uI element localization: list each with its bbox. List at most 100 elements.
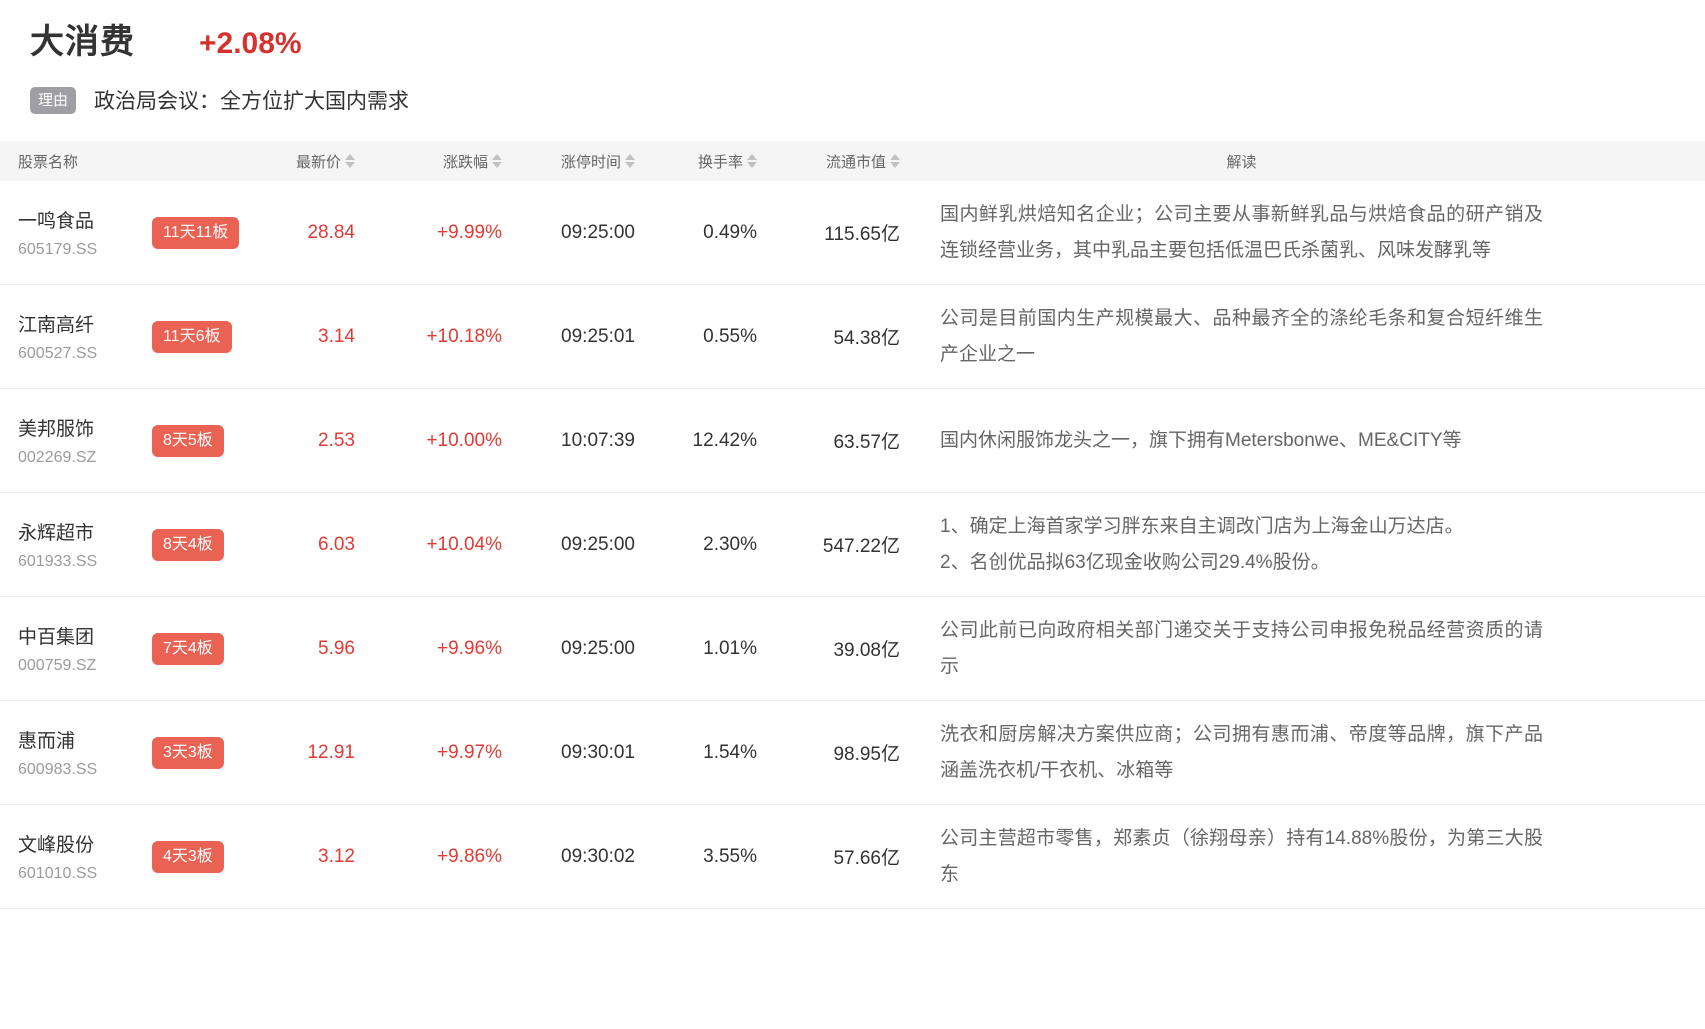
table-row[interactable]: 江南高纤 600527.SS 11天6板 3.14 +10.18% 09:25:… (0, 285, 1705, 389)
limit-streak-badge: 11天6板 (152, 320, 232, 353)
limit-streak-cell: 11天6板 (152, 320, 255, 353)
interpretation-text: 国内休闲服饰龙头之一，旗下拥有Metersbonwe、ME&CITY等 (940, 429, 1462, 451)
column-header-latest-price[interactable]: 最新价 (255, 151, 355, 172)
table-body: 一鸣食品 605179.SS 11天11板 28.84 +9.99% 09:25… (0, 181, 1705, 909)
table-header-row: 股票名称 最新价 涨跌幅 涨停时间 换手率 流通市值 解读 (0, 141, 1705, 181)
sector-change-percent: +2.08% (199, 27, 302, 60)
limit-up-time: 09:25:00 (561, 221, 635, 243)
turnover-rate: 0.49% (703, 221, 757, 243)
limit-streak-badge: 7天4板 (152, 632, 224, 665)
table-row[interactable]: 美邦服饰 002269.SZ 8天5板 2.53 +10.00% 10:07:3… (0, 389, 1705, 493)
stock-name-cell[interactable]: 美邦服饰 002269.SZ (18, 414, 152, 467)
table-row[interactable]: 文峰股份 601010.SS 4天3板 3.12 +9.86% 09:30:02… (0, 805, 1705, 909)
limit-streak-cell: 11天11板 (152, 216, 255, 249)
change-percent: +9.97% (437, 741, 502, 763)
column-header-stock-name: 股票名称 (18, 151, 152, 172)
market-cap: 39.08亿 (833, 640, 900, 661)
limit-up-time: 09:30:02 (561, 845, 635, 867)
stock-name: 中百集团 (18, 627, 95, 648)
interpretation-text: 国内鲜乳烘焙知名企业；公司主要从事新鲜乳品与烘焙食品的研产销及连锁经营业务，其中… (940, 203, 1543, 261)
column-label: 流通市值 (825, 153, 886, 171)
latest-price: 3.14 (318, 325, 355, 347)
interpretation-text: 1、确定上海首家学习胖东来自主调改门店为上海金山万达店。 2、名创优品拟63亿现… (940, 515, 1464, 573)
limit-streak-cell: 3天3板 (152, 736, 255, 769)
column-label: 涨跌幅 (442, 153, 488, 171)
column-label: 解读 (1226, 153, 1257, 171)
limit-up-time: 09:30:01 (561, 741, 635, 763)
stock-name-cell[interactable]: 江南高纤 600527.SS (18, 310, 152, 363)
market-cap: 57.66亿 (833, 848, 900, 869)
table-row[interactable]: 中百集团 000759.SZ 7天4板 5.96 +9.96% 09:25:00… (0, 597, 1705, 701)
sort-arrows-icon[interactable] (625, 154, 635, 168)
change-percent: +9.86% (437, 845, 502, 867)
stock-table: 股票名称 最新价 涨跌幅 涨停时间 换手率 流通市值 解读 一鸣食品 (0, 141, 1705, 909)
latest-price: 5.96 (318, 637, 355, 659)
market-cap: 98.95亿 (833, 744, 900, 765)
change-percent: +9.96% (437, 637, 502, 659)
column-header-change-percent[interactable]: 涨跌幅 (355, 151, 502, 172)
column-label: 换手率 (697, 153, 743, 171)
stock-code: 002269.SZ (18, 449, 97, 466)
stock-name-cell[interactable]: 永辉超市 601933.SS (18, 518, 152, 571)
limit-up-time: 10:07:39 (561, 429, 635, 451)
limit-streak-cell: 8天4板 (152, 528, 255, 561)
stock-code: 600527.SS (18, 345, 98, 362)
column-header-market-cap[interactable]: 流通市值 (757, 151, 900, 172)
turnover-rate: 1.01% (703, 637, 757, 659)
latest-price: 2.53 (318, 429, 355, 451)
limit-streak-badge: 3天3板 (152, 736, 224, 769)
sort-arrows-icon[interactable] (747, 154, 757, 168)
table-row[interactable]: 惠而浦 600983.SS 3天3板 12.91 +9.97% 09:30:01… (0, 701, 1705, 805)
stock-code: 600983.SS (18, 761, 98, 778)
sort-arrows-icon[interactable] (492, 154, 502, 168)
limit-streak-badge: 11天11板 (152, 216, 240, 249)
interpretation-text: 公司是目前国内生产规模最大、品种最齐全的涤纶毛条和复合短纤维生产企业之一 (940, 307, 1543, 365)
limit-streak-cell: 7天4板 (152, 632, 255, 665)
market-cap: 63.57亿 (833, 432, 900, 453)
sector-title: 大消费 (30, 23, 135, 61)
interpretation-text: 公司主营超市零售，郑素贞（徐翔母亲）持有14.88%股份，为第三大股东 (940, 827, 1543, 885)
column-header-limit-up-time[interactable]: 涨停时间 (502, 151, 635, 172)
stock-name-cell[interactable]: 中百集团 000759.SZ (18, 622, 152, 675)
change-percent: +9.99% (437, 221, 502, 243)
sort-arrows-icon[interactable] (345, 154, 355, 168)
stock-name: 永辉超市 (18, 523, 95, 544)
column-label: 涨停时间 (560, 153, 621, 171)
stock-name-cell[interactable]: 文峰股份 601010.SS (18, 830, 152, 883)
latest-price: 6.03 (318, 533, 355, 555)
interpretation-text: 公司此前已向政府相关部门递交关于支持公司申报免税品经营资质的请示 (940, 619, 1543, 677)
stock-name: 江南高纤 (18, 315, 95, 336)
stock-code: 000759.SZ (18, 657, 97, 674)
latest-price: 12.91 (307, 741, 355, 763)
table-row[interactable]: 一鸣食品 605179.SS 11天11板 28.84 +9.99% 09:25… (0, 181, 1705, 285)
column-header-turnover-rate[interactable]: 换手率 (635, 151, 757, 172)
reason-text: 政治局会议：全方位扩大国内需求 (94, 90, 410, 113)
change-percent: +10.18% (426, 325, 502, 347)
limit-up-time: 09:25:01 (561, 325, 635, 347)
limit-streak-badge: 4天3板 (152, 840, 224, 873)
table-row[interactable]: 永辉超市 601933.SS 8天4板 6.03 +10.04% 09:25:0… (0, 493, 1705, 597)
stock-name: 美邦服饰 (18, 419, 95, 440)
latest-price: 3.12 (318, 845, 355, 867)
column-label: 最新价 (295, 153, 341, 171)
stock-name-cell[interactable]: 一鸣食品 605179.SS (18, 206, 152, 259)
sector-header: 大消费 +2.08% 理由 政治局会议：全方位扩大国内需求 (0, 0, 1705, 115)
market-cap: 547.22亿 (822, 536, 900, 557)
stock-code: 605179.SS (18, 241, 98, 258)
turnover-rate: 1.54% (703, 741, 757, 763)
stock-name: 一鸣食品 (18, 211, 95, 232)
turnover-rate: 3.55% (703, 845, 757, 867)
change-percent: +10.04% (426, 533, 502, 555)
sort-arrows-icon[interactable] (890, 154, 900, 168)
stock-name: 惠而浦 (18, 731, 76, 752)
turnover-rate: 12.42% (692, 429, 757, 451)
reason-badge: 理由 (30, 86, 77, 114)
turnover-rate: 2.30% (703, 533, 757, 555)
stock-name-cell[interactable]: 惠而浦 600983.SS (18, 726, 152, 779)
latest-price: 28.84 (307, 221, 355, 243)
stock-code: 601010.SS (18, 865, 98, 882)
limit-up-time: 09:25:00 (561, 533, 635, 555)
limit-streak-badge: 8天4板 (152, 528, 224, 561)
limit-up-time: 09:25:00 (561, 637, 635, 659)
market-cap: 115.65亿 (824, 224, 900, 245)
